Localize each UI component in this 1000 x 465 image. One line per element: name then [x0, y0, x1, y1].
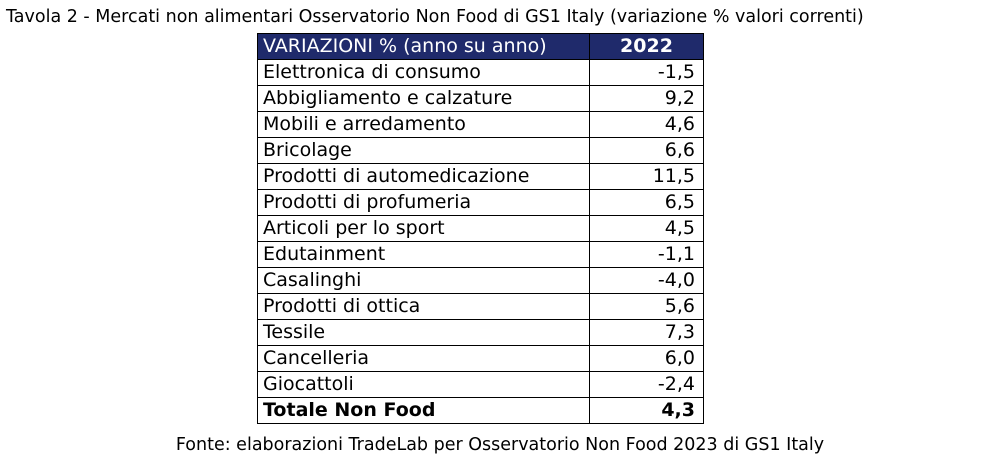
- table-row: Tessile 7,3: [257, 319, 704, 346]
- table-row: Giocattoli -2,4: [257, 371, 704, 398]
- table-row: Articoli per lo sport 4,5: [257, 215, 704, 242]
- row-value: 11,5: [589, 163, 704, 190]
- total-row: Totale Non Food 4,3: [257, 397, 704, 424]
- total-value: 4,3: [589, 397, 704, 424]
- table-row: Bricolage 6,6: [257, 137, 704, 164]
- row-value: 6,6: [589, 137, 704, 164]
- row-category: Cancelleria: [257, 345, 590, 372]
- table-header-row: VARIAZIONI % (anno su anno) 2022: [257, 33, 704, 60]
- table-row: Mobili e arredamento 4,6: [257, 111, 704, 138]
- table-row: Abbigliamento e calzature 9,2: [257, 85, 704, 112]
- header-category: VARIAZIONI % (anno su anno): [257, 33, 590, 60]
- row-value: 4,6: [589, 111, 704, 138]
- data-table: VARIAZIONI % (anno su anno) 2022 Elettro…: [257, 33, 704, 424]
- row-value: 5,6: [589, 293, 704, 320]
- row-value: 7,3: [589, 319, 704, 346]
- row-category: Prodotti di ottica: [257, 293, 590, 320]
- row-category: Elettronica di consumo: [257, 59, 590, 86]
- table-row: Prodotti di automedicazione 11,5: [257, 163, 704, 190]
- table-row: Cancelleria 6,0: [257, 345, 704, 372]
- row-category: Prodotti di profumeria: [257, 189, 590, 216]
- table-row: Casalinghi -4,0: [257, 267, 704, 294]
- row-value: 6,5: [589, 189, 704, 216]
- table-row: Prodotti di profumeria 6,5: [257, 189, 704, 216]
- row-value: -1,5: [589, 59, 704, 86]
- row-value: 4,5: [589, 215, 704, 242]
- row-category: Giocattoli: [257, 371, 590, 398]
- table-title: Tavola 2 - Mercati non alimentari Osserv…: [6, 7, 864, 27]
- row-value: -1,1: [589, 241, 704, 268]
- total-category: Totale Non Food: [257, 397, 590, 424]
- row-category: Mobili e arredamento: [257, 111, 590, 138]
- row-category: Tessile: [257, 319, 590, 346]
- row-category: Prodotti di automedicazione: [257, 163, 590, 190]
- row-category: Bricolage: [257, 137, 590, 164]
- table-row: Elettronica di consumo -1,5: [257, 59, 704, 86]
- table-row: Edutainment -1,1: [257, 241, 704, 268]
- row-value: -2,4: [589, 371, 704, 398]
- row-value: -4,0: [589, 267, 704, 294]
- row-category: Abbigliamento e calzature: [257, 85, 590, 112]
- row-category: Articoli per lo sport: [257, 215, 590, 242]
- row-category: Edutainment: [257, 241, 590, 268]
- row-value: 9,2: [589, 85, 704, 112]
- source-note: Fonte: elaborazioni TradeLab per Osserva…: [175, 435, 825, 455]
- row-value: 6,0: [589, 345, 704, 372]
- table-row: Prodotti di ottica 5,6: [257, 293, 704, 320]
- row-category: Casalinghi: [257, 267, 590, 294]
- header-year: 2022: [589, 33, 704, 60]
